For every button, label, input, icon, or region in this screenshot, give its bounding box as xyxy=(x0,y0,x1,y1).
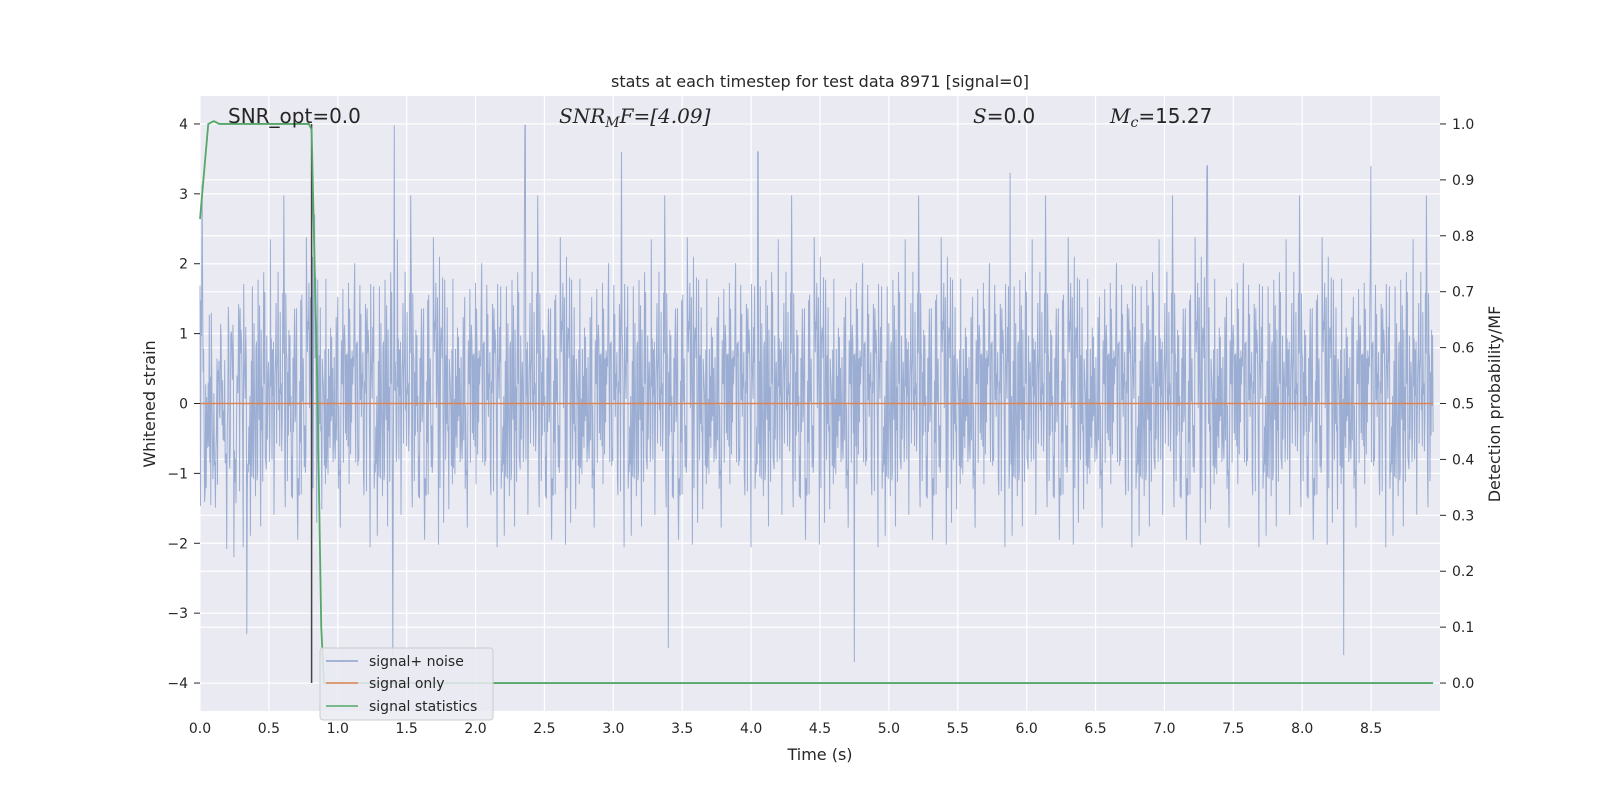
x-tick-label: 6.5 xyxy=(1084,721,1106,737)
legend-label-signal-only: signal only xyxy=(369,676,444,692)
y-tick-label: 2 xyxy=(179,257,188,273)
y-right-tick-label: 0.2 xyxy=(1452,564,1474,580)
y-right-tick-label: 0.1 xyxy=(1452,620,1474,636)
legend-box xyxy=(319,647,494,721)
chart-title: stats at each timestep for test data 897… xyxy=(611,72,1029,91)
x-tick-label: 2.0 xyxy=(464,721,486,737)
x-axis-label: Time (s) xyxy=(786,745,852,764)
annotation-mc: Mc=15.27 xyxy=(1109,104,1212,131)
mc-value: =15.27 xyxy=(1138,104,1212,128)
mc-symbol: M xyxy=(1109,104,1131,128)
y-right-tick-label: 0.0 xyxy=(1452,676,1474,692)
x-tick-label: 4.5 xyxy=(809,721,831,737)
x-tick-label: 1.5 xyxy=(396,721,418,737)
x-tick-label: 0.0 xyxy=(189,721,211,737)
x-tick-label: 0.5 xyxy=(258,721,280,737)
annotation-snr-mf: SNRMF=[4.09] xyxy=(559,104,711,131)
y-right-tick-label: 0.4 xyxy=(1452,452,1474,468)
legend-label-statistics: signal statistics xyxy=(369,699,477,715)
s-symbol: S xyxy=(973,104,987,128)
y-ticks-right: 1.0 0.9 0.8 0.7 0.6 0.5 0.4 0.3 0.2 0.1 0.0 xyxy=(1440,117,1474,692)
y-tick-label: 3 xyxy=(179,187,188,203)
y-tick-label: 0 xyxy=(179,397,188,413)
annotation-s: S=0.0 xyxy=(973,104,1035,128)
y-tick-label: 1 xyxy=(179,327,188,343)
y-right-tick-label: 0.3 xyxy=(1452,508,1474,524)
x-tick-label: 7.5 xyxy=(1222,721,1244,737)
x-tick-label: 8.5 xyxy=(1360,721,1382,737)
y-right-tick-label: 0.7 xyxy=(1452,285,1474,301)
snr-mf-value: F=[4.09] xyxy=(619,104,711,128)
y-right-tick-label: 1.0 xyxy=(1452,117,1474,133)
x-tick-label: 7.0 xyxy=(1153,721,1175,737)
x-tick-label: 3.0 xyxy=(602,721,624,737)
mc-subscript: c xyxy=(1130,115,1138,131)
snr-mf-subscript: M xyxy=(604,115,620,131)
x-tick-label: 5.5 xyxy=(947,721,969,737)
x-tick-label: 1.0 xyxy=(327,721,349,737)
x-tick-label: 3.5 xyxy=(671,721,693,737)
y-axis-label-left: Whitened strain xyxy=(140,340,159,467)
statistics-line xyxy=(199,120,1434,684)
legend-label-noise: signal+ noise xyxy=(369,654,464,670)
y-axis-label-right: Detection probability/MF xyxy=(1485,306,1504,503)
annotation-snr-opt: SNR_opt=0.0 xyxy=(228,104,361,128)
x-tick-label: 6.0 xyxy=(1016,721,1038,737)
s-value: =0.0 xyxy=(987,104,1036,128)
x-tick-label: 5.0 xyxy=(878,721,900,737)
snr-mf-symbol: SNR xyxy=(559,104,605,128)
y-right-tick-label: 0.8 xyxy=(1452,229,1474,245)
y-ticks-left: 4 3 2 1 0 −1 −2 −3 −4 xyxy=(167,117,200,692)
statistics-trace xyxy=(199,120,1434,684)
y-tick-label: −3 xyxy=(167,606,188,622)
x-tick-label: 2.5 xyxy=(533,721,555,737)
y-tick-label: −2 xyxy=(167,536,188,552)
y-right-tick-label: 0.5 xyxy=(1452,397,1474,413)
noise-line xyxy=(199,124,1434,663)
y-tick-label: −1 xyxy=(167,466,188,482)
x-tick-label: 8.0 xyxy=(1291,721,1313,737)
y-tick-label: −4 xyxy=(167,676,188,692)
y-right-tick-label: 0.9 xyxy=(1452,173,1474,189)
x-tick-label: 4.0 xyxy=(740,721,762,737)
y-right-tick-label: 0.6 xyxy=(1452,341,1474,357)
y-tick-label: 4 xyxy=(179,117,188,133)
x-ticks: 0.0 0.5 1.0 1.5 2.0 2.5 3.0 3.5 4.0 4.5 5.0 5.5 6.0 6… xyxy=(189,721,1382,737)
noise-trace xyxy=(199,124,1434,663)
legend: signal+ noise signal only signal statist… xyxy=(319,647,494,721)
